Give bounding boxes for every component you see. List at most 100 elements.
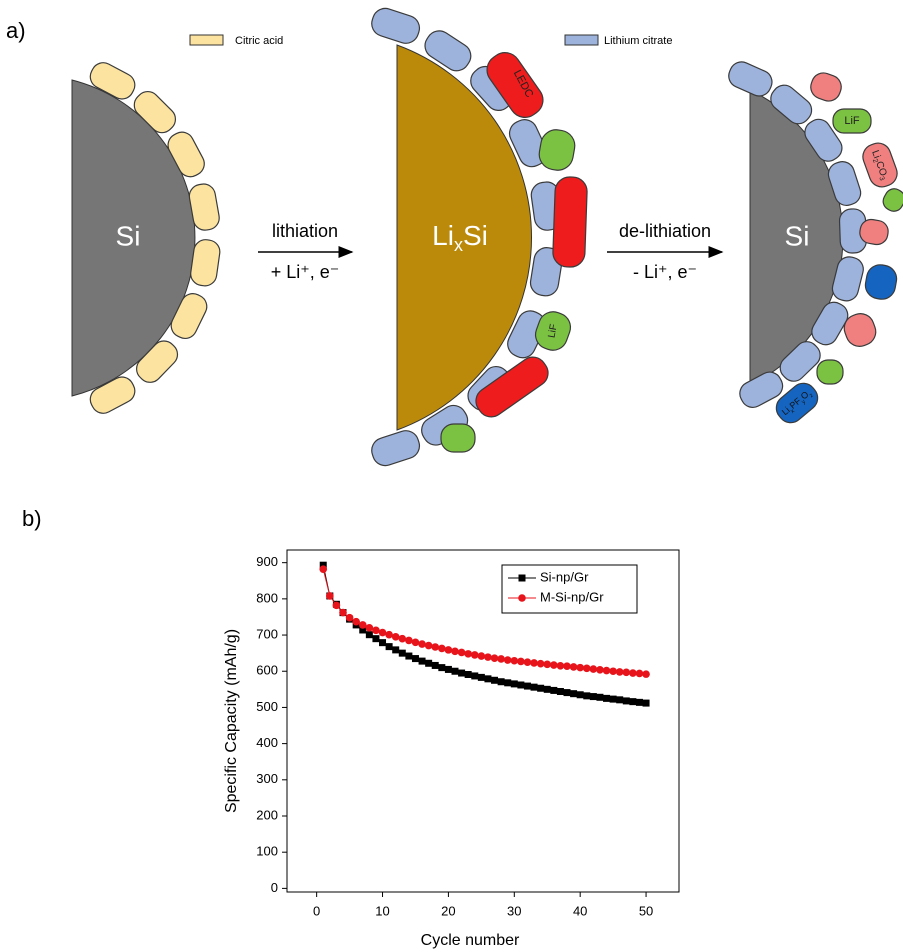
data-point (372, 627, 380, 635)
data-point (517, 681, 524, 688)
particle (880, 185, 903, 214)
x-tick-label: 30 (507, 903, 521, 918)
y-tick-label: 400 (256, 735, 278, 750)
panel-label: b) (22, 506, 42, 531)
data-point (405, 653, 412, 660)
data-point (438, 664, 445, 671)
data-point (524, 683, 531, 690)
core-label-part: Li (432, 220, 454, 251)
data-point (412, 638, 420, 646)
particle (368, 427, 422, 468)
data-point (583, 665, 591, 673)
arrow-label: de-lithiation (619, 221, 711, 241)
legend-text: Lithium citrate (604, 35, 672, 47)
particle (537, 127, 577, 172)
data-point (537, 685, 544, 692)
particle (807, 70, 844, 105)
data-point (478, 674, 485, 681)
data-point (610, 696, 617, 703)
data-point (497, 655, 505, 663)
data-point (392, 646, 399, 653)
data-point (445, 646, 453, 654)
y-tick-label: 900 (256, 554, 278, 569)
data-point (352, 618, 360, 626)
data-point (398, 635, 406, 643)
data-point (590, 693, 597, 700)
data-point (557, 662, 565, 670)
data-point (577, 691, 584, 698)
data-point (478, 652, 486, 660)
data-point (517, 658, 525, 666)
legend-text: M-Si-np/Gr (540, 589, 604, 604)
data-point (524, 658, 532, 666)
y-tick-label: 800 (256, 590, 278, 605)
page: {"panel_labels": ["a)", "b)"], "diagram"… (0, 0, 903, 952)
data-point (451, 648, 459, 656)
data-point (484, 653, 492, 661)
y-tick-label: 200 (256, 807, 278, 822)
x-tick-label: 50 (639, 903, 653, 918)
data-point (445, 666, 452, 673)
data-point (504, 656, 512, 664)
data-point (623, 697, 630, 704)
data-point (431, 643, 439, 651)
data-point (452, 668, 459, 675)
data-point (491, 677, 498, 684)
data-point (379, 639, 386, 646)
data-point (425, 660, 432, 667)
data-point (550, 661, 558, 669)
data-point (603, 667, 611, 675)
data-point (543, 661, 551, 669)
data-point (616, 668, 624, 676)
particle (863, 263, 898, 302)
chart: Cycle number Specific Capacity (mAh/g) 0… (223, 550, 679, 949)
data-point (510, 657, 518, 665)
core-label-part: Si (463, 220, 488, 251)
x-axis-label: Cycle number (421, 932, 520, 949)
arrow-label: lithiation (272, 221, 338, 241)
y-tick-label: 100 (256, 844, 278, 859)
legend-marker (519, 575, 526, 582)
data-point (385, 631, 393, 639)
data-point (596, 666, 604, 674)
legend-text: Si-np/Gr (540, 569, 589, 584)
data-point (418, 640, 426, 648)
particle (552, 176, 587, 267)
x-tick-label: 20 (441, 903, 455, 918)
y-axis-label: Specific Capacity (mAh/g) (223, 629, 240, 813)
legend-swatch (190, 35, 223, 45)
y-tick-label: 300 (256, 771, 278, 786)
particle (817, 360, 843, 384)
data-point (412, 655, 419, 662)
data-point (458, 649, 466, 657)
data-point (471, 651, 479, 659)
data-point (339, 609, 347, 617)
legend-text: Citric acid (235, 35, 283, 47)
data-point (432, 662, 439, 669)
data-point (570, 690, 577, 697)
data-point (629, 698, 636, 705)
arrow-label: - Li⁺, e⁻ (633, 262, 697, 282)
data-point (399, 650, 406, 657)
data-point (643, 700, 650, 707)
data-point (616, 696, 623, 703)
data-point (458, 670, 465, 677)
data-point (333, 602, 341, 610)
core-label-sub: x (454, 235, 463, 255)
data-point (386, 643, 393, 650)
data-point (504, 679, 511, 686)
data-point (629, 669, 637, 677)
data-point (511, 680, 518, 687)
data-point (425, 642, 433, 650)
data-point (622, 669, 630, 677)
data-point (537, 660, 545, 668)
data-point (319, 565, 327, 573)
legend-swatch (565, 35, 598, 45)
data-point (603, 695, 610, 702)
core-label: Si (785, 220, 810, 251)
data-point (366, 631, 373, 638)
y-tick-label: 600 (256, 663, 278, 678)
y-tick-label: 700 (256, 626, 278, 641)
data-point (484, 675, 491, 682)
data-point (642, 670, 650, 678)
